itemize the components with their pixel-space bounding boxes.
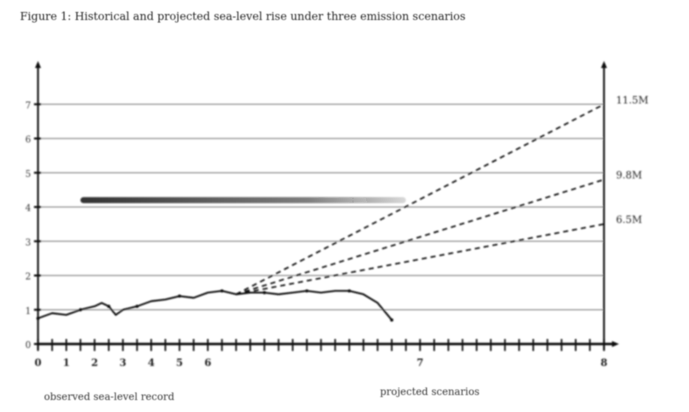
x-tick-label: 5 [176,358,183,369]
observed-point [177,294,182,298]
y-tick-label: 4 [25,204,31,214]
x-tick-label: 7 [417,358,424,369]
series-end-label: 6.5M [616,215,642,226]
highlight-band [80,197,406,204]
series-end-label: 9.8M [616,171,642,182]
x-tick-label: 8 [601,358,608,369]
y-tick-label: 6 [25,136,31,146]
series-end-label: 11.5M [616,95,649,106]
x-tick-label: 2 [91,358,98,369]
x-tick-label: 1 [63,358,70,369]
y-tick-label: 1 [25,307,31,317]
observed-point [390,318,394,322]
series-line-observed [37,290,393,321]
observed-point [135,304,139,308]
y-tick-label: 2 [25,273,31,283]
y-tick-label: 7 [25,101,31,111]
x-axis-arrow [612,341,619,347]
series-line-low [235,223,605,296]
x-tick-label: 3 [119,358,126,369]
observed-point [107,304,111,308]
x-tick-label: 4 [148,358,155,369]
y-tick-label: 0 [25,341,31,351]
x-tick-label: 0 [35,358,42,369]
observed-point [78,308,83,312]
x-tick-label: 6 [204,358,211,369]
observed-point [36,316,40,320]
observed-point [347,289,351,293]
chart-title: Figure 1: Historical and projected sea-l… [20,10,466,23]
observed-point [220,289,224,293]
observed-point [305,289,309,293]
observed-point [262,291,266,295]
caption-right: projected scenarios [380,387,480,398]
series-line-medium [235,178,605,296]
y-tick-label: 3 [25,238,31,248]
y-tick-label: 5 [25,170,31,180]
y-axis-arrow-right [601,61,607,68]
y-axis-arrow-left [35,61,41,68]
series-line-high [235,103,605,296]
caption-left: observed sea-level record [44,392,175,403]
